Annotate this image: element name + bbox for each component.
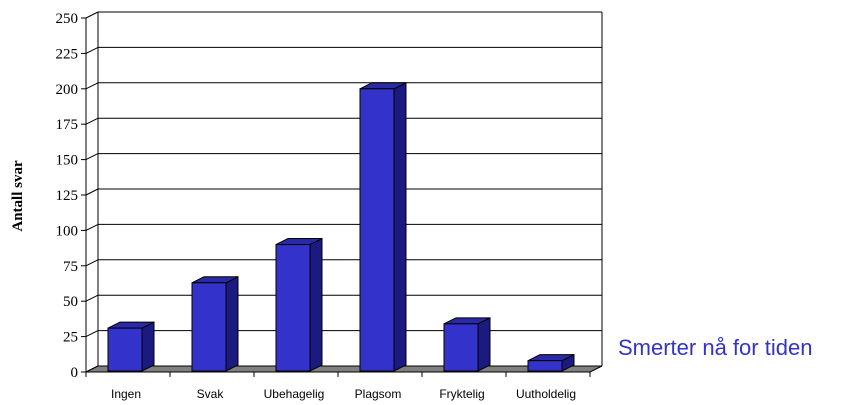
bar-4 [443, 317, 491, 372]
side-wall-gridline-7 [85, 117, 99, 125]
x-tick-label-5: Uutholdelig [516, 387, 576, 401]
grid-layer [85, 11, 603, 373]
bar-side-1 [225, 275, 239, 372]
side-wall-gridline-10 [85, 11, 99, 19]
bar-5 [527, 353, 575, 372]
y-tick-label-10: 250 [56, 11, 79, 27]
y-tick-label-6: 150 [56, 153, 79, 169]
bar-front-2 [275, 244, 311, 372]
side-wall-gridline-5 [85, 188, 99, 196]
y-tick-label-9: 225 [56, 46, 79, 62]
bar-front-3 [359, 88, 395, 372]
bar-front-0 [107, 327, 143, 372]
floor-plane [85, 365, 603, 373]
x-tick-label-4: Fryktelig [439, 387, 484, 401]
bar-front-1 [191, 282, 227, 372]
bar-0 [107, 321, 155, 372]
x-tick-label-1: Svak [197, 387, 225, 401]
chart-title: Smerter nå for tiden [618, 335, 812, 360]
y-axis-label: Antall svar [10, 160, 26, 232]
bar-side-4 [477, 317, 491, 372]
y-tick-label-0: 0 [71, 365, 79, 381]
side-wall-gridline-3 [85, 259, 99, 267]
y-tick-label-3: 75 [63, 259, 78, 275]
bar-2 [275, 237, 323, 372]
y-tick-label-8: 200 [56, 82, 79, 98]
bar-front-4 [443, 323, 479, 372]
y-tick-label-7: 175 [56, 117, 79, 133]
side-wall-gridline-2 [85, 294, 99, 302]
y-tick-label-2: 50 [63, 294, 78, 310]
y-tick-label-4: 100 [56, 223, 79, 239]
bar-front-5 [527, 360, 563, 372]
bar-side-2 [309, 237, 323, 372]
chart-floor [85, 365, 603, 373]
bars-layer [107, 81, 575, 372]
bar-1 [191, 275, 239, 372]
y-tick-label-1: 25 [63, 330, 78, 346]
side-wall-gridline-4 [85, 223, 99, 231]
side-wall-gridline-9 [85, 46, 99, 54]
x-tick-label-2: Ubehagelig [264, 387, 325, 401]
bar-side-0 [141, 321, 155, 372]
y-tick-label-5: 125 [56, 188, 79, 204]
bar-side-3 [393, 81, 407, 372]
side-wall-gridline-6 [85, 153, 99, 161]
y-axis-ticks: 0 25 50 75 100 125 150 175 200 225 250 [56, 11, 86, 381]
side-wall-gridline-8 [85, 82, 99, 90]
x-axis-ticks: Ingen Svak Ubehagelig Plagsom Fryktelig Uutho… [85, 372, 591, 401]
x-tick-label-0: Ingen [111, 387, 141, 401]
side-wall-gridline-1 [85, 330, 99, 338]
bar-3 [359, 81, 407, 372]
x-tick-label-3: Plagsom [355, 387, 402, 401]
